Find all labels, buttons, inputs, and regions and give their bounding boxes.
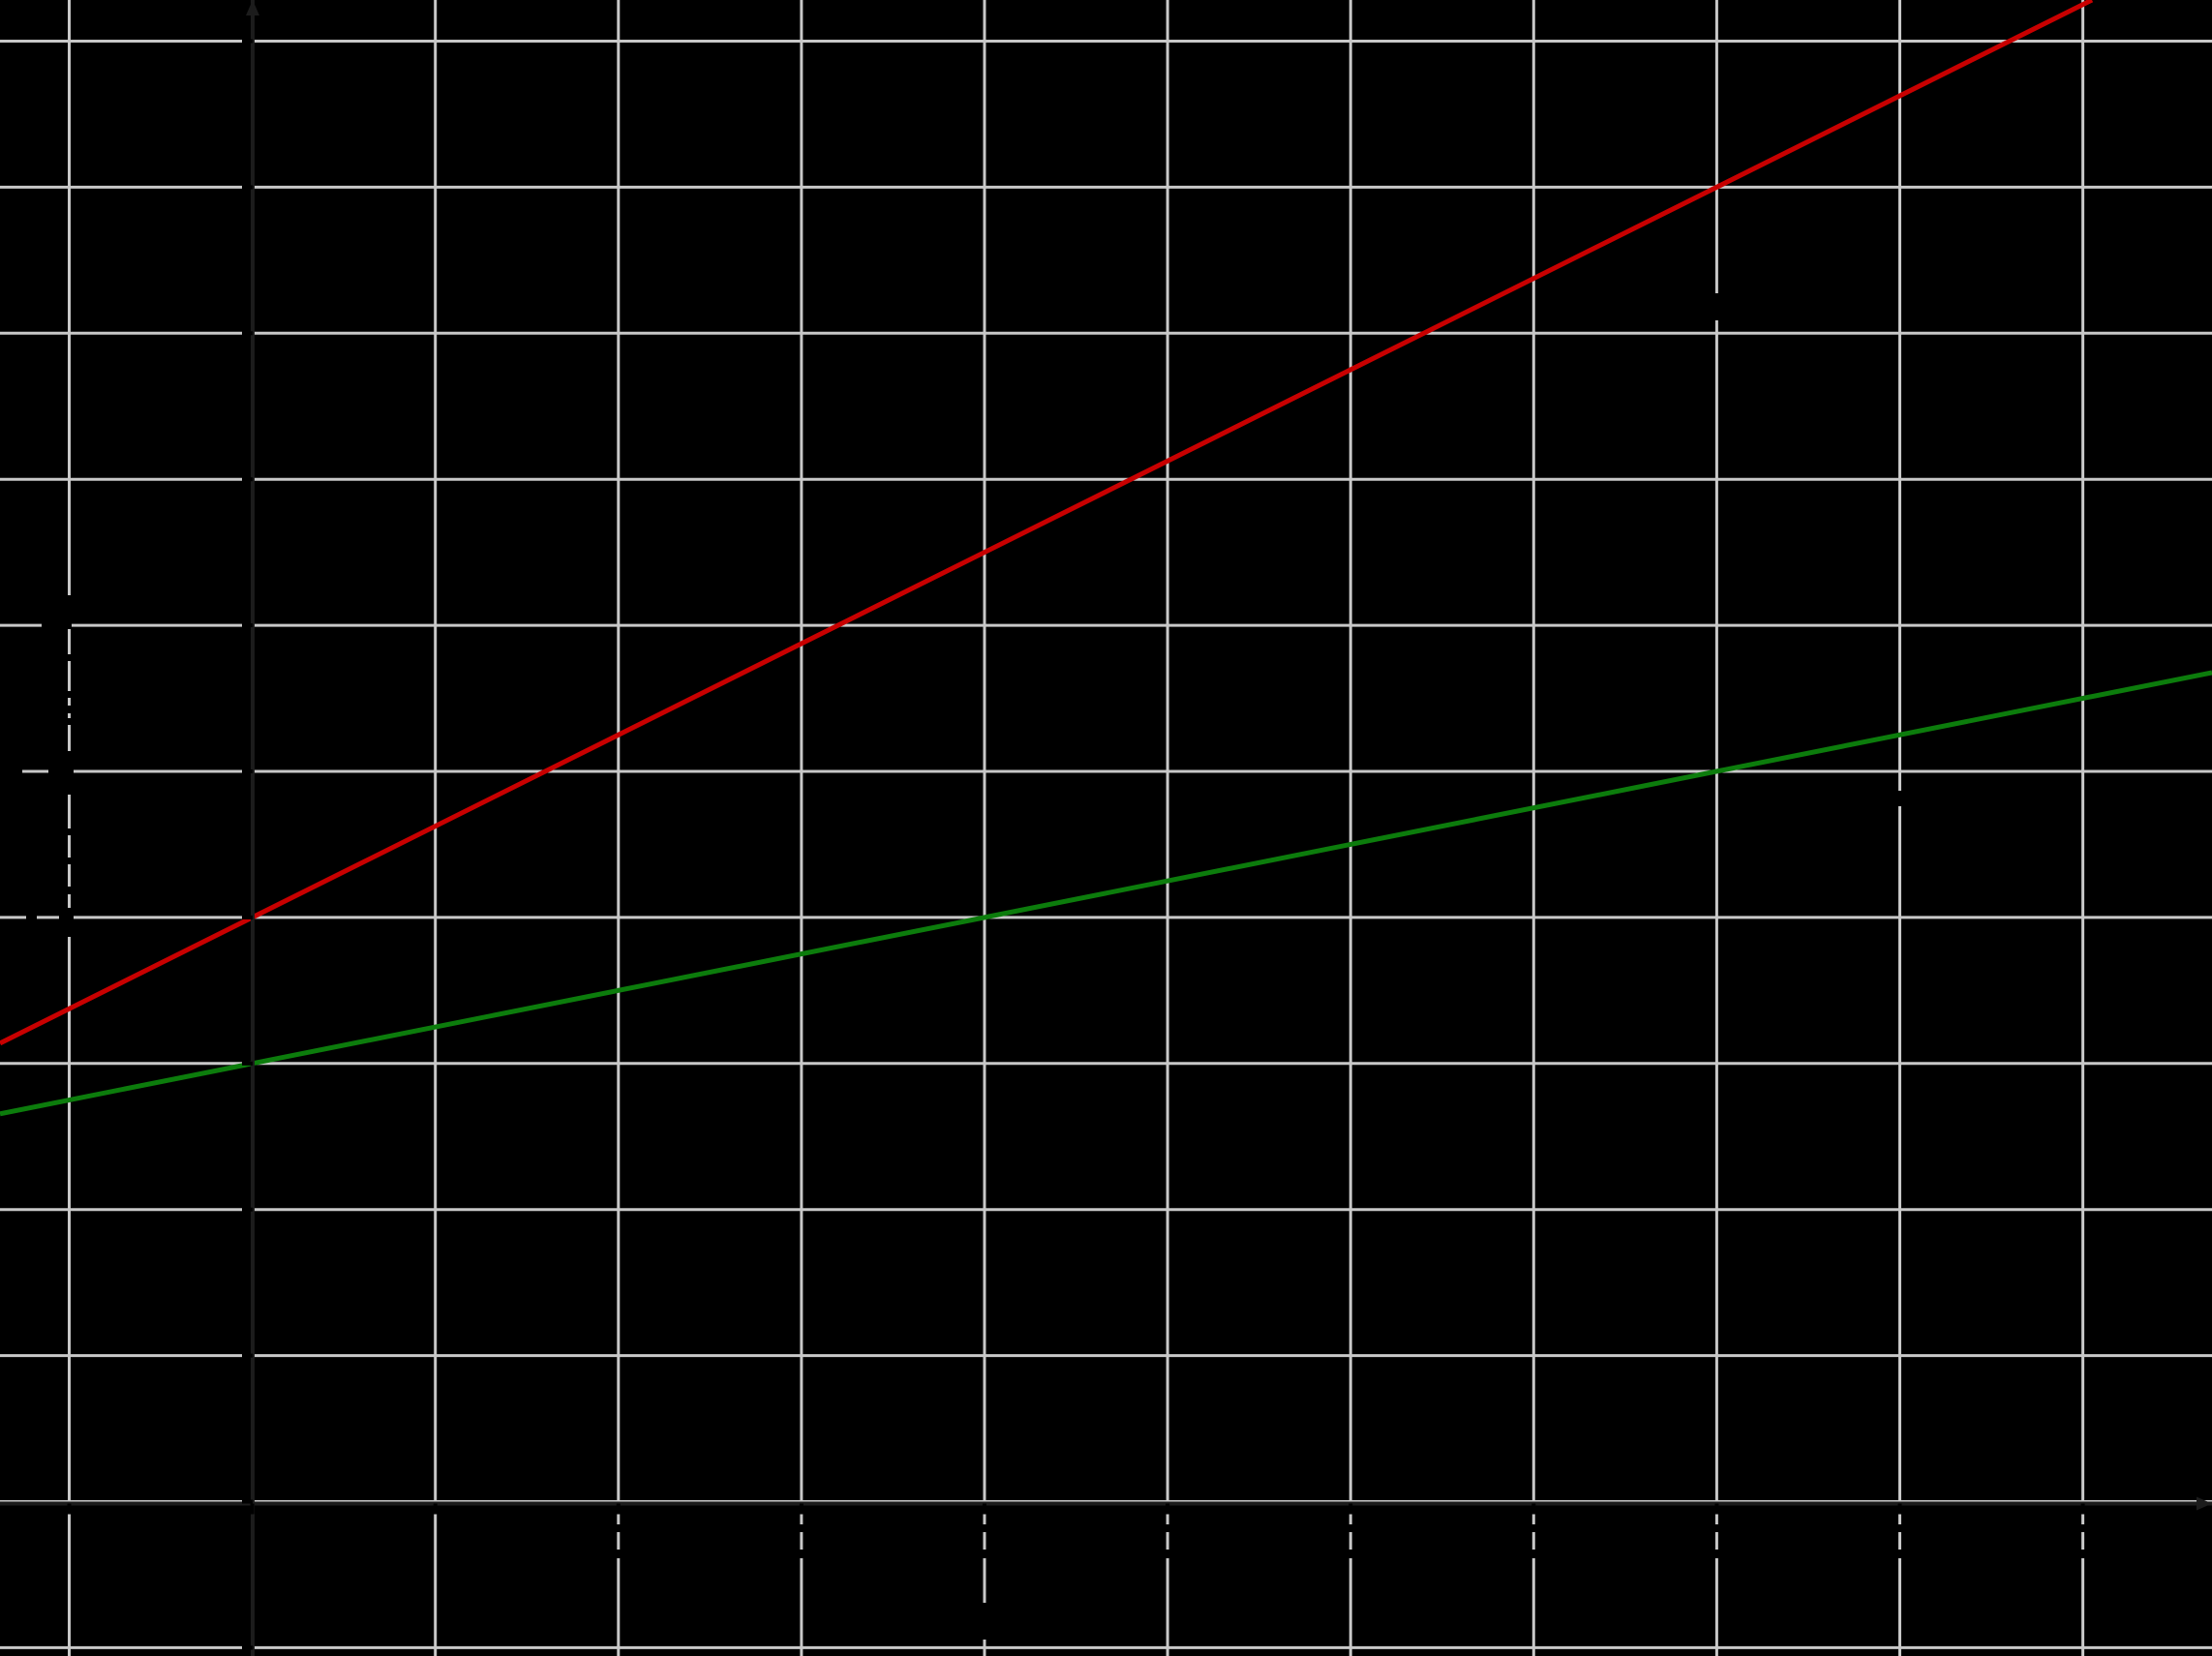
text-fragment <box>66 858 74 864</box>
y-axis-tick <box>242 1353 253 1358</box>
text-fragment <box>1714 1524 1720 1532</box>
y-axis-tick <box>242 623 253 628</box>
text-fragment <box>1531 1550 1537 1558</box>
x-axis-tick <box>1897 1503 1902 1515</box>
x-axis-tick <box>250 1503 255 1515</box>
y-axis-arrowhead <box>246 0 259 15</box>
text-fragment <box>1713 293 1721 320</box>
y-axis-tick <box>242 331 253 336</box>
y-axis-tick <box>242 1645 253 1650</box>
text-fragment <box>981 1603 988 1640</box>
x-axis-tick <box>2080 1503 2085 1515</box>
text-fragment <box>0 768 22 774</box>
red-function-line[interactable] <box>0 0 2094 1046</box>
y-axis-tick <box>242 1207 253 1212</box>
text-fragment <box>799 1524 804 1532</box>
text-fragment <box>1348 1550 1354 1558</box>
y-axis-tick <box>242 185 253 190</box>
text-fragment <box>1897 1550 1903 1558</box>
text-fragment <box>1166 1524 1171 1532</box>
x-axis-tick <box>616 1503 621 1515</box>
text-fragment <box>1897 1524 1903 1532</box>
y-axis-tick <box>242 769 253 773</box>
text-fragment <box>66 828 74 835</box>
text-fragment <box>59 908 74 937</box>
text-fragment <box>982 1550 987 1558</box>
x-axis-tick <box>1166 1503 1170 1515</box>
x-axis-tick <box>67 1503 72 1515</box>
text-fragment <box>1348 1524 1354 1532</box>
text-fragment <box>48 768 66 774</box>
x-axis-tick <box>799 1503 803 1515</box>
y-axis-tick <box>242 915 253 919</box>
text-fragment <box>1166 1550 1171 1558</box>
text-fragment <box>66 654 74 661</box>
text-fragment <box>66 691 74 698</box>
x-axis-arrowhead <box>2197 1496 2212 1511</box>
y-axis-tick <box>242 1499 253 1504</box>
text-fragment <box>616 1550 621 1558</box>
text-fragment <box>26 915 37 920</box>
green-function-line[interactable] <box>0 670 2212 1117</box>
x-axis-tick <box>1348 1503 1353 1515</box>
text-fragment <box>1714 1550 1720 1558</box>
x-axis-tick <box>433 1503 438 1515</box>
text-fragment <box>62 915 74 920</box>
text-fragment <box>1531 1524 1537 1532</box>
hidden-text-fragments <box>0 293 2086 1640</box>
axis-ticks <box>67 39 2085 1650</box>
y-axis-tick <box>242 477 253 482</box>
x-axis-tick <box>1714 1503 1719 1515</box>
text-fragment <box>66 887 74 894</box>
text-fragment <box>799 1550 804 1558</box>
text-fragment <box>66 718 74 725</box>
text-fragment <box>42 622 66 629</box>
x-axis-tick <box>983 1503 986 1515</box>
y-axis-tick <box>242 1061 253 1066</box>
text-fragment <box>2080 1524 2086 1532</box>
text-fragment <box>66 706 74 713</box>
text-fragment <box>616 1524 621 1532</box>
text-fragment <box>982 1524 987 1532</box>
text-fragment <box>1896 791 1904 806</box>
text-fragment <box>2080 1550 2086 1558</box>
text-fragment <box>62 595 72 610</box>
y-axis-tick <box>242 39 253 44</box>
x-axis-tick <box>1531 1503 1536 1515</box>
